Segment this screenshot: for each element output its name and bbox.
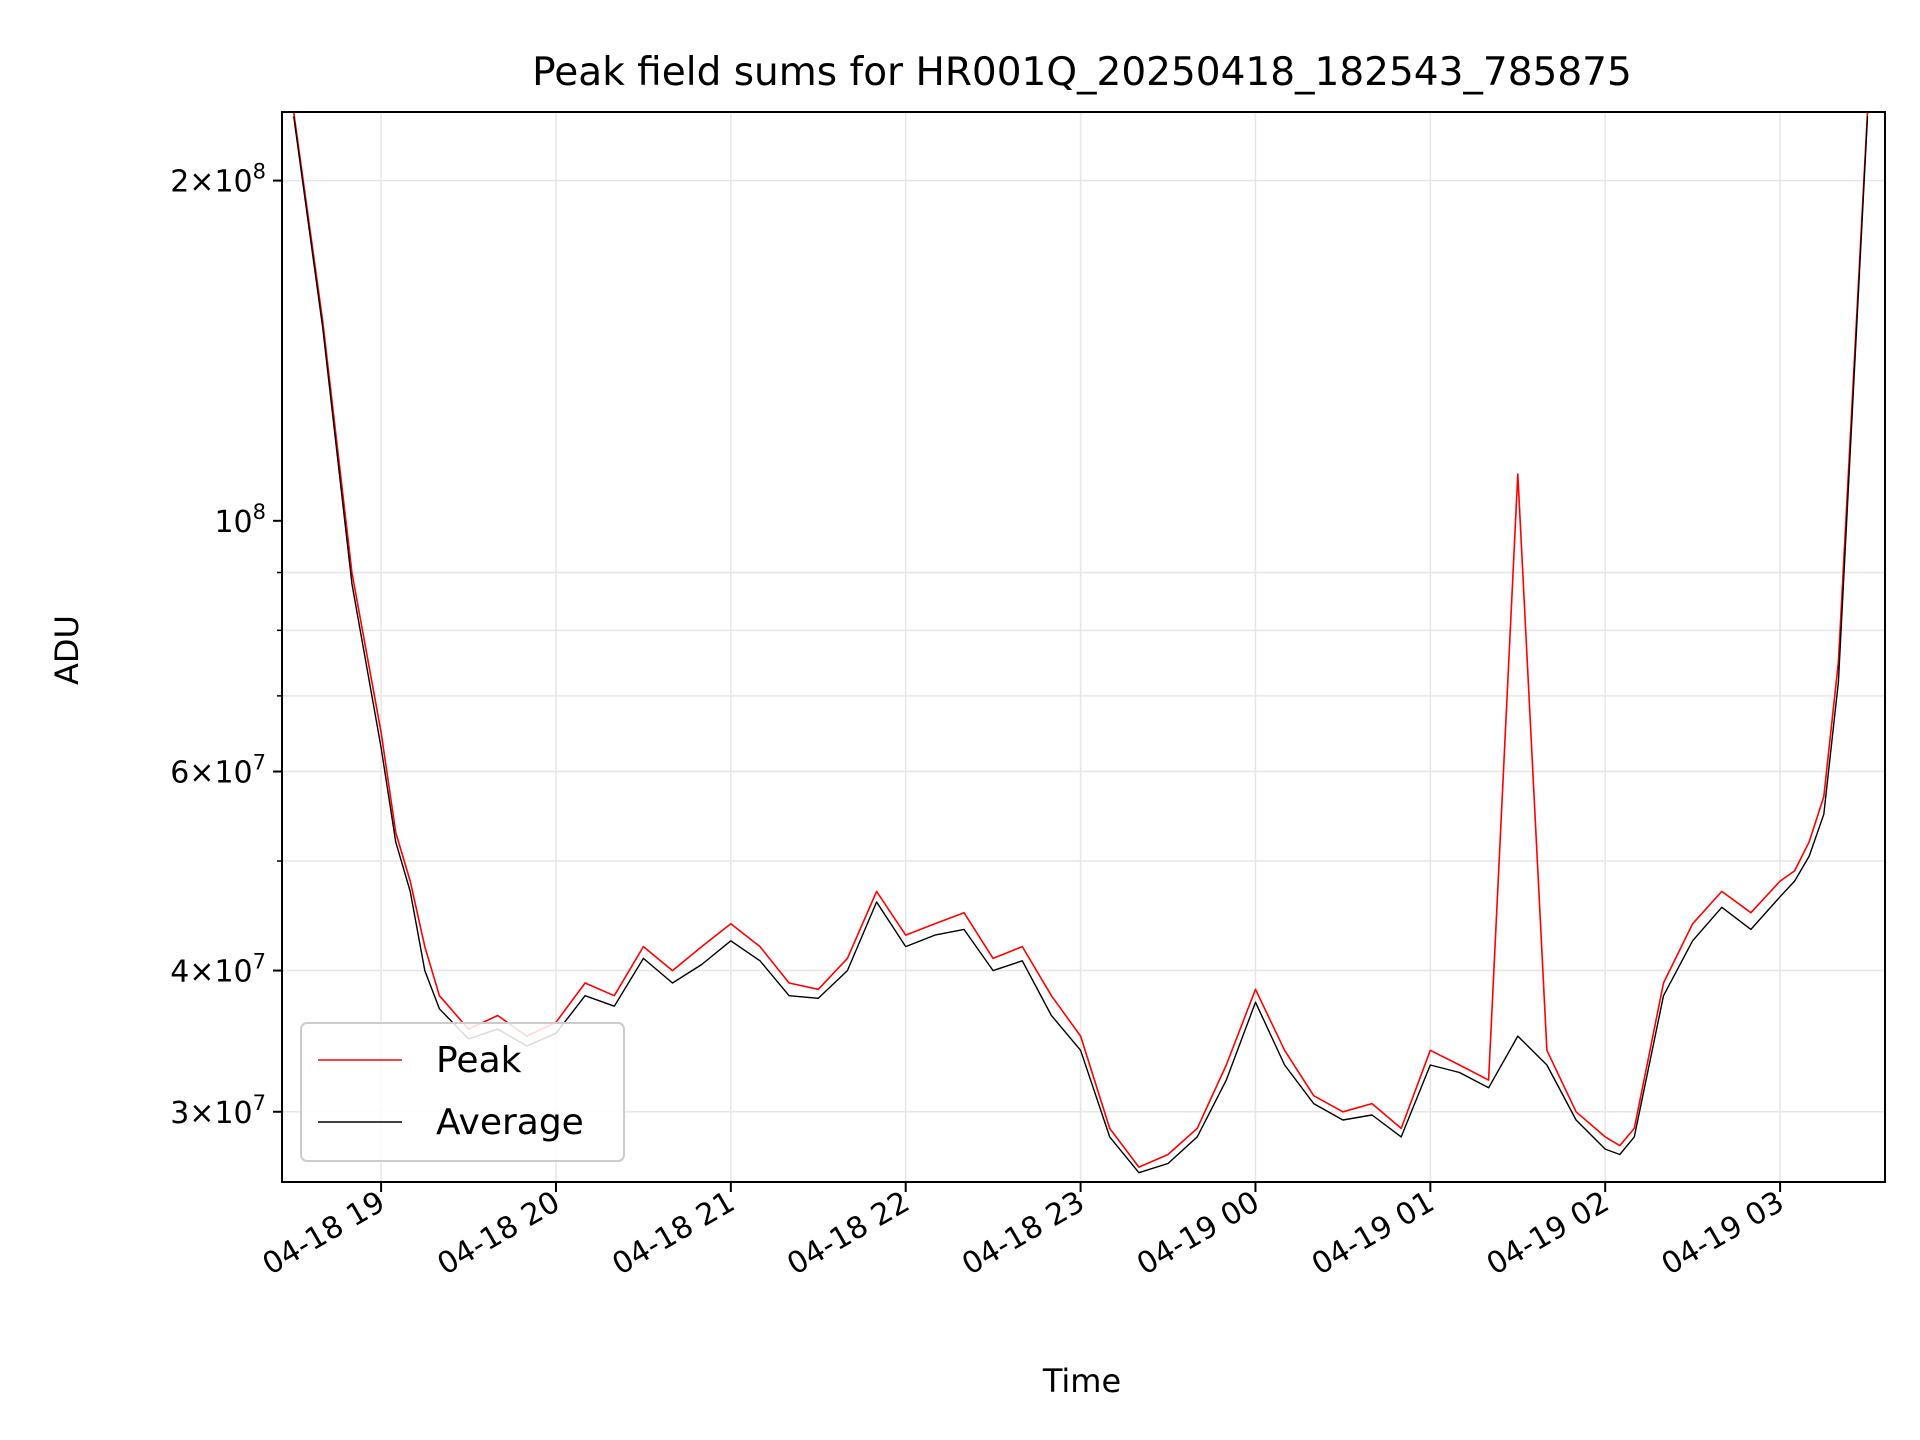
- x-axis-label: Time: [1042, 1362, 1121, 1400]
- legend: Peak Average: [300, 1022, 625, 1162]
- y-tick-label: 108: [214, 500, 266, 540]
- y-axis: 2×108 108 6×107 4×107 3×107: [170, 160, 282, 1131]
- y-tick-label: 2×108: [170, 160, 266, 200]
- plot-frame: [281, 111, 1886, 1183]
- chart-title: Peak field sums for HR001Q_20250418_1825…: [532, 50, 1632, 95]
- y-tick-label: 3×107: [170, 1091, 266, 1131]
- y-tick-label: 6×107: [170, 751, 266, 791]
- y-axis-label: ADU: [48, 615, 86, 685]
- y-tick-label: 4×107: [170, 950, 266, 990]
- legend-label-average: Average: [436, 1102, 584, 1143]
- legend-label-peak: Peak: [436, 1040, 522, 1081]
- legend-box: [300, 1022, 625, 1162]
